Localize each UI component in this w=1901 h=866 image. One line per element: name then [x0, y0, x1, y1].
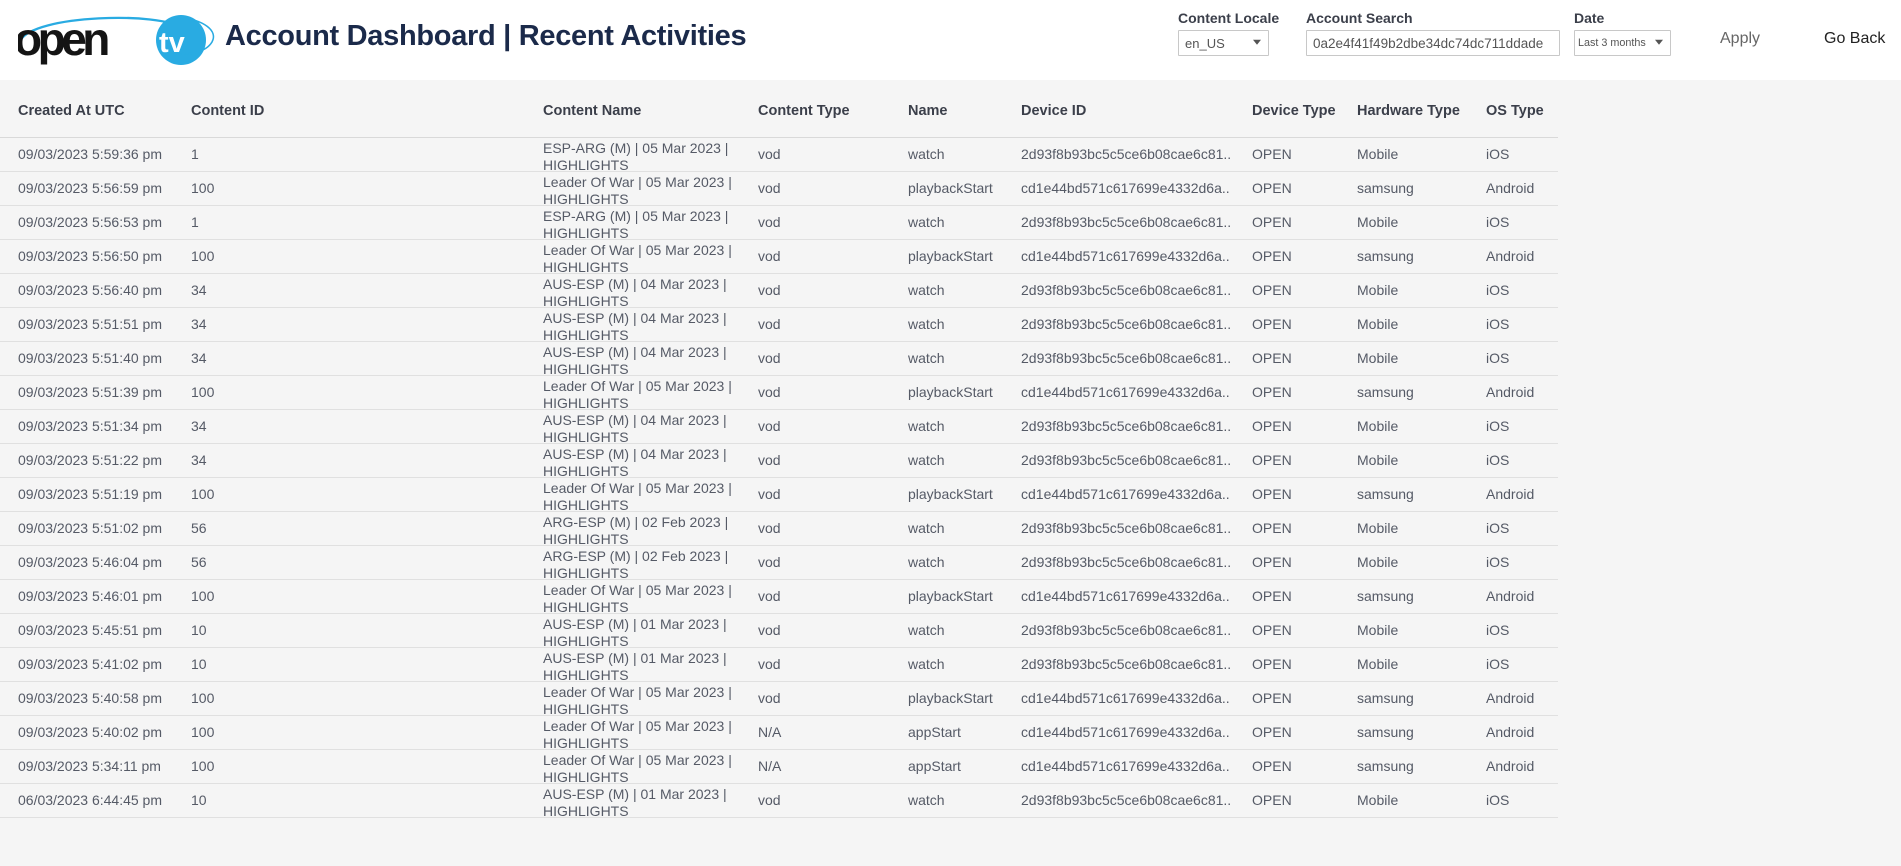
svg-text:tv: tv — [159, 27, 185, 59]
svg-text:open: open — [18, 13, 108, 65]
